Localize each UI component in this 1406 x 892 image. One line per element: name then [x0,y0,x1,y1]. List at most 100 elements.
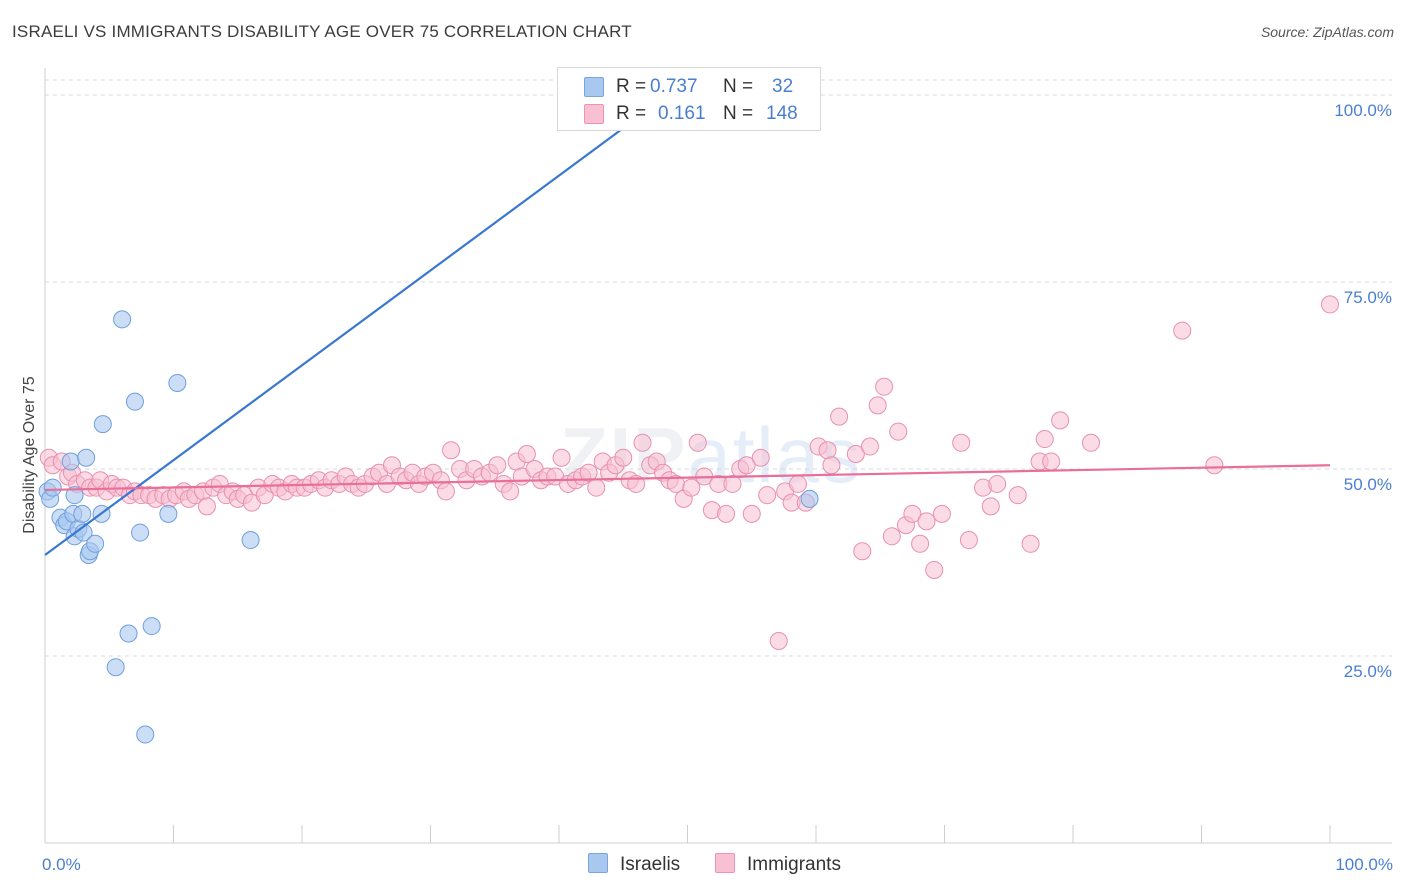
immigrants-point [1205,456,1224,475]
x-tick-label: 0.0% [42,855,81,874]
immigrants-point [853,542,872,561]
immigrants-point [1051,411,1070,430]
immigrants-point [737,456,756,475]
israelis-point [106,658,125,677]
immigrants-point [911,534,930,553]
israelis-point [159,504,178,523]
tick-labels: 25.0% 50.0% 75.0% 100.0% 0.0% 100.0% [42,101,1393,874]
immigrants-point [789,474,808,493]
y-axis-label: Disability Age Over 75 [21,376,38,534]
x-tick-label: 100.0% [1335,855,1393,874]
israelis-point [131,523,150,542]
immigrants-point [682,478,701,497]
immigrants-point [758,486,777,505]
legend-n-value: 32 [772,76,794,97]
immigrants-point [889,422,908,441]
immigrants-point [688,433,707,452]
legend-swatch-israelis [584,77,604,97]
immigrants-points [39,295,1339,651]
israelis-point [65,486,84,505]
axes [44,68,1392,844]
israelis-point [800,489,819,508]
grid-lines [45,79,1392,657]
israelis-point [168,373,187,392]
y-tick-label: 25.0% [1344,662,1392,681]
israelis-point [241,531,260,550]
chart-title: ISRAELI VS IMMIGRANTS DISABILITY AGE OVE… [12,22,632,41]
legend-r-label: R = [616,76,647,97]
immigrants-point [822,456,841,475]
immigrants-point [587,478,606,497]
immigrants-point [723,474,742,493]
israelis-trend-line [44,94,669,556]
immigrants-point [751,448,770,467]
immigrants-point [488,456,507,475]
legend-n-label: N = [723,103,754,124]
israelis-points [38,85,819,744]
israelis-point [136,725,155,744]
legend-r-value: 0.161 [658,103,706,124]
immigrants-point [717,504,736,523]
israelis-label: Israelis [620,854,681,875]
immigrants-point [633,433,652,452]
legend-r-value: 0.737 [650,76,698,97]
trend-lines [44,94,1331,556]
immigrants-point [1173,321,1192,340]
immigrants-point [952,433,971,452]
immigrants-point [442,441,461,460]
immigrants-point [614,448,633,467]
legend-n-value: 148 [766,103,798,124]
israelis-point [142,617,161,636]
immigrants-point [517,445,536,464]
israelis-point [77,448,96,467]
immigrants-point [875,377,894,396]
y-tick-label: 50.0% [1344,475,1392,494]
immigrants-point [1035,430,1054,449]
correlation-legend: R = 0.737 N = 32 R = 0.161 N = 148 [557,67,821,131]
immigrants-point [769,632,788,651]
immigrants-point [197,497,216,516]
legend-swatch-immigrants [584,104,604,124]
immigrants-point [818,441,837,460]
legend-item-immigrants: Immigrants [715,852,841,878]
israelis-point [119,624,138,643]
immigrants-trend-line [44,464,1331,492]
immigrants-point [1081,433,1100,452]
immigrants-point [579,463,598,482]
y-tick-label: 100.0% [1334,101,1392,120]
immigrants-point [552,448,571,467]
israelis-point [43,478,62,497]
source-label: Source: ZipAtlas.com [1260,24,1394,40]
immigrants-point [742,504,761,523]
immigrants-point [1321,295,1339,314]
israelis-point [73,504,92,523]
immigrants-point [1042,452,1061,471]
immigrants-point [846,445,865,464]
israelis-point [93,415,112,434]
immigrants-point [959,531,978,550]
legend-row-immigrants: R = 0.161 N = 148 [558,101,820,127]
immigrants-point [868,396,887,415]
immigrants-point [860,437,879,456]
israelis-point [86,534,105,553]
immigrants-point [932,504,951,523]
immigrants-point [925,560,944,579]
immigrants-point [436,482,455,501]
immigrants-point [830,407,849,426]
immigrants-point [988,474,1007,493]
israelis-point [61,452,80,471]
immigrants-point [917,512,936,531]
series-legend: Israelis Immigrants [0,852,1406,878]
israelis-point [125,392,144,411]
immigrants-label: Immigrants [747,854,841,875]
immigrants-point [501,482,520,501]
legend-r-label: R = [616,103,647,124]
legend-n-label: N = [723,76,754,97]
israelis-swatch [588,853,608,873]
legend-item-israelis: Israelis [588,852,680,878]
y-tick-label: 75.0% [1344,288,1392,307]
israelis-point [113,310,132,329]
immigrants-point [1021,534,1040,553]
immigrants-point [882,527,901,546]
